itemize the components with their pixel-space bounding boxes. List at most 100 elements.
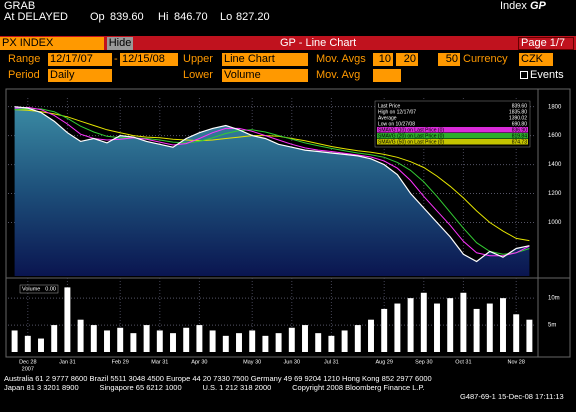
volume-bar xyxy=(156,330,163,352)
volume-bar xyxy=(447,298,454,352)
footer-line: Australia 61 2 9777 8600 Brazil 5511 304… xyxy=(4,374,432,383)
legend-value: 836.90 xyxy=(512,127,528,133)
period-select[interactable]: Daily xyxy=(48,69,112,82)
legend-label: SMAVG (10) on Last Price (0) xyxy=(378,127,444,133)
volume-bar xyxy=(249,330,256,352)
volume-bar xyxy=(460,292,467,352)
hide-button[interactable]: Hide xyxy=(107,37,133,50)
mov-avg-input[interactable]: 50 xyxy=(438,53,460,66)
volume-bar xyxy=(407,298,414,352)
volume-bar xyxy=(315,333,322,352)
volume-bar xyxy=(143,325,150,352)
y-tick-label: 1200 xyxy=(548,191,562,197)
legend-swatch xyxy=(377,133,528,139)
legend-label: High on 12/17/07 xyxy=(378,109,416,115)
footer-line: Japan 81 3 3201 8900 Singapore 65 6212 1… xyxy=(4,383,425,392)
mov-avg-input[interactable]: 10 xyxy=(373,53,393,66)
series-line xyxy=(14,106,530,257)
y-tick-label: 1400 xyxy=(548,162,562,168)
volume-bar xyxy=(170,333,176,352)
legend-value: 839.60 xyxy=(512,103,528,109)
legend-label: SMAVG (50) on Last Price (0) xyxy=(378,139,444,145)
x-tick-label: Mar 31 xyxy=(151,359,168,365)
series-line xyxy=(14,109,530,242)
volume-bar xyxy=(302,325,308,352)
volume-label: Volume xyxy=(22,286,40,292)
volume-bar xyxy=(486,303,493,352)
volume-bar xyxy=(11,330,18,352)
lower-label: Lower xyxy=(183,69,213,81)
volume-bar xyxy=(288,327,295,352)
x-tick-label: Oct 31 xyxy=(455,359,471,365)
legend-label: SMAVG (20) on Last Price (0) xyxy=(378,133,444,139)
volume-bar xyxy=(500,298,506,352)
y-tick-label: 10m xyxy=(548,296,560,302)
volume-bar xyxy=(209,330,216,352)
page-indicator[interactable]: Page 1/7 xyxy=(518,37,574,50)
x-tick-label: Nov 28 xyxy=(507,359,524,365)
legend-swatch xyxy=(377,139,528,145)
mov-avg-input[interactable]: 20 xyxy=(396,53,418,66)
lower-select[interactable]: Volume xyxy=(222,69,308,82)
currency-input[interactable]: CZK xyxy=(519,53,553,66)
volume-bar xyxy=(354,325,361,352)
range-label: Range xyxy=(8,53,41,65)
volume-bar xyxy=(526,319,533,352)
x-tick-label: Apr 30 xyxy=(191,359,207,365)
volume-bar xyxy=(104,330,110,352)
upper-label: Upper xyxy=(183,53,213,65)
volume-bar xyxy=(51,325,58,352)
volume-bar xyxy=(236,333,242,352)
volume-bar xyxy=(513,314,520,352)
legend-label: Average xyxy=(378,115,397,121)
events-checkbox[interactable] xyxy=(520,71,528,79)
volume-bar xyxy=(368,319,374,352)
volume-bar xyxy=(64,287,71,352)
volume-bar xyxy=(341,330,348,352)
low-label: Lo xyxy=(220,11,233,23)
volume-bar xyxy=(275,333,282,352)
high: 846.70 xyxy=(174,11,208,23)
x-tick-label: Feb 29 xyxy=(112,359,129,365)
y-tick-label: 5m xyxy=(548,323,556,329)
legend-value: 690.80 xyxy=(512,121,528,127)
index-label: Index xyxy=(500,0,527,12)
volume-bar xyxy=(183,327,190,352)
toolbar xyxy=(0,36,576,50)
y-tick-label: 1800 xyxy=(548,104,562,110)
security-input[interactable]: PX INDEX xyxy=(0,37,104,50)
x-tick-label: Aug 29 xyxy=(375,359,392,365)
legend-swatch xyxy=(377,127,528,133)
volume-bar xyxy=(328,335,335,352)
function: GP xyxy=(530,0,546,12)
series-line xyxy=(14,108,530,255)
end-date[interactable]: 12/15/08 xyxy=(120,53,178,66)
legend-value: 819.84 xyxy=(512,133,528,139)
open: 839.60 xyxy=(110,11,144,23)
x-tick-label: Jun 30 xyxy=(284,359,301,365)
volume-bar xyxy=(90,325,97,352)
footer-stamp: G487-69-1 15-Dec-08 17:11:13 xyxy=(460,392,564,401)
legend-value: 1835.80 xyxy=(509,109,527,115)
volume-bar xyxy=(420,292,427,352)
volume-bar xyxy=(394,303,401,352)
x-tick-label: Dec 28 xyxy=(19,359,36,365)
start-date[interactable]: 12/17/07 xyxy=(48,53,112,66)
price-area xyxy=(14,106,530,276)
volume-bar xyxy=(130,333,137,352)
high-label: Hi xyxy=(158,11,169,23)
upper-select[interactable]: Line Chart xyxy=(222,53,308,66)
volume-bar xyxy=(24,335,31,352)
mov-avg-lower-input[interactable] xyxy=(373,69,401,82)
legend-value: 1390.02 xyxy=(509,115,527,121)
volume-bar xyxy=(117,327,124,352)
currency-label: Currency xyxy=(463,53,508,65)
mov-avg-label: Mov. Avg xyxy=(316,69,361,81)
x-tick-label: Jul 31 xyxy=(324,359,339,365)
toolbar-title: GP - Line Chart xyxy=(280,37,357,49)
y-tick-label: 1600 xyxy=(548,133,562,139)
volume-bar xyxy=(262,335,269,352)
volume-bar xyxy=(381,308,388,352)
x-year-label: 2007 xyxy=(22,366,34,372)
